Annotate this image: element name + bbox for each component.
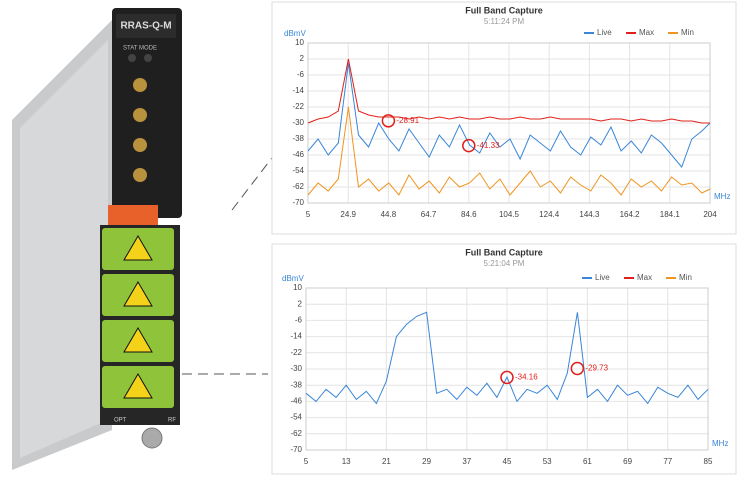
- x-tick-label: 5: [306, 210, 311, 219]
- y-tick-label: -30: [290, 364, 302, 373]
- y-tick-label: -22: [290, 348, 302, 357]
- series-line: [307, 62, 711, 168]
- annotation-marker: [500, 370, 514, 385]
- device-opt: OPT: [114, 418, 127, 424]
- legend-label: Max: [637, 273, 652, 282]
- chart-subtitle: 5:11:24 PM: [484, 17, 525, 26]
- y-tick-label: 2: [300, 54, 305, 63]
- laser-icon: [123, 327, 153, 353]
- y-tick-label: -54: [290, 413, 302, 422]
- y-tick-label: -70: [290, 445, 302, 454]
- legend-label: Min: [681, 28, 694, 37]
- legend-label: Max: [639, 28, 654, 37]
- led: [128, 54, 136, 62]
- led: [144, 54, 152, 62]
- x-tick-label: 204: [703, 210, 717, 219]
- y-axis-label: dBmV: [282, 274, 304, 283]
- laser-icon: [123, 235, 153, 261]
- x-axis-label: MHz: [712, 439, 728, 448]
- y-axis-label: dBmV: [284, 29, 306, 38]
- device-side-panel: [20, 40, 108, 458]
- device-tab: [108, 205, 158, 225]
- x-tick-label: 45: [503, 457, 512, 466]
- y-tick-label: -14: [290, 332, 302, 341]
- annotation-marker: [381, 114, 396, 128]
- device: RRAS-Q-M STAT MODE OPT RF: [12, 8, 279, 470]
- y-tick-label: 10: [295, 38, 304, 47]
- chart-panel: Full Band Capture 5:11:24 PM dBmV MHz 10 2 -6 -…: [271, 1, 737, 235]
- y-tick-label: -38: [292, 134, 304, 143]
- y-tick-label: 10: [293, 283, 302, 292]
- x-tick-label: 104.5: [499, 210, 520, 219]
- annotation-label: -34.16: [515, 373, 538, 382]
- x-tick-label: 85: [704, 457, 713, 466]
- chart-subtitle: 5:21:04 PM: [484, 259, 525, 268]
- x-tick-label: 69: [623, 457, 632, 466]
- device-stat-mode: STAT MODE: [123, 46, 157, 52]
- port: [133, 138, 147, 152]
- y-tick-label: -30: [292, 118, 304, 127]
- port: [133, 108, 147, 122]
- device-front: [112, 8, 182, 218]
- y-tick-label: -46: [292, 150, 304, 159]
- x-tick-label: 124.4: [539, 210, 560, 219]
- series-line: [307, 106, 711, 196]
- chart-background: [271, 243, 737, 475]
- rf-connector: [141, 427, 163, 449]
- annotation-label: -28.91: [396, 116, 419, 125]
- x-tick-label: 64.7: [421, 210, 437, 219]
- x-tick-label: 44.8: [381, 210, 397, 219]
- series-line: [307, 58, 710, 124]
- chart-panel: Full Band Capture 5:21:04 PM dBmV MHz 10 2 -6 -…: [271, 243, 737, 475]
- y-tick-label: -62: [290, 429, 302, 438]
- x-tick-label: 21: [382, 457, 391, 466]
- y-tick-label: -46: [290, 397, 302, 406]
- legend-label: Live: [595, 273, 610, 282]
- laser-icon: [123, 281, 153, 307]
- x-tick-label: 13: [342, 457, 351, 466]
- device-label-plate: [116, 14, 176, 38]
- annotation-label: -41.33: [477, 141, 500, 150]
- laser-icon: [123, 373, 153, 399]
- series-line: [305, 311, 709, 405]
- y-tick-label: -14: [292, 86, 304, 95]
- x-tick-label: 5: [304, 457, 309, 466]
- x-axis-label: MHz: [714, 192, 730, 201]
- x-tick-label: 37: [462, 457, 471, 466]
- x-tick-label: 144.3: [579, 210, 600, 219]
- annotation-marker: [462, 138, 476, 153]
- annotation-marker: [570, 361, 585, 376]
- x-tick-label: 164.2: [620, 210, 641, 219]
- x-tick-label: 184.1: [660, 210, 681, 219]
- legend-label: Min: [679, 273, 692, 282]
- annotation-label: -29.73: [585, 364, 608, 373]
- device-rf: RF: [168, 418, 176, 424]
- y-tick-label: -6: [295, 316, 303, 325]
- plot-frame: [305, 287, 709, 451]
- y-tick-label: 2: [298, 299, 303, 308]
- x-tick-label: 61: [583, 457, 592, 466]
- x-tick-label: 77: [663, 457, 672, 466]
- x-tick-label: 24.9: [340, 210, 356, 219]
- chart-title: Full Band Capture: [465, 5, 543, 15]
- callout-line: [231, 149, 279, 211]
- chart-title: Full Band Capture: [465, 247, 543, 257]
- y-tick-label: -62: [292, 182, 304, 191]
- port: [133, 78, 147, 92]
- y-tick-label: -6: [297, 70, 305, 79]
- y-tick-label: -54: [292, 166, 304, 175]
- y-tick-label: -70: [292, 198, 304, 207]
- x-tick-label: 29: [422, 457, 431, 466]
- legend-label: Live: [597, 28, 612, 37]
- x-tick-label: 84.6: [461, 210, 477, 219]
- port: [133, 168, 147, 182]
- y-tick-label: -38: [290, 380, 302, 389]
- y-tick-label: -22: [292, 102, 304, 111]
- device-model: RRAS-Q-M: [120, 21, 171, 32]
- x-tick-label: 53: [543, 457, 552, 466]
